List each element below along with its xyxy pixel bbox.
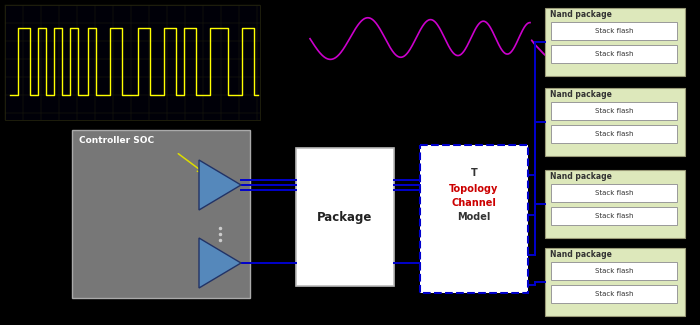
Text: Stack flash: Stack flash xyxy=(595,131,634,137)
Text: Channel: Channel xyxy=(452,198,496,208)
Text: Topology: Topology xyxy=(449,184,498,194)
Bar xyxy=(545,88,685,156)
Bar xyxy=(551,125,677,143)
Text: Nand package: Nand package xyxy=(550,90,612,99)
Bar xyxy=(545,170,685,238)
Text: Stack flash: Stack flash xyxy=(595,291,634,297)
Bar xyxy=(72,130,250,298)
Bar xyxy=(545,248,685,316)
Bar xyxy=(551,22,677,40)
Text: Package: Package xyxy=(317,211,372,224)
Text: Stack flash: Stack flash xyxy=(595,51,634,57)
Text: Stack flash: Stack flash xyxy=(595,28,634,34)
Bar xyxy=(5,5,260,120)
Bar xyxy=(551,262,677,280)
Text: Model: Model xyxy=(457,212,491,222)
Bar xyxy=(545,8,685,76)
Bar xyxy=(551,45,677,63)
Text: Nand package: Nand package xyxy=(550,172,612,181)
Bar xyxy=(551,184,677,202)
Text: Stack flash: Stack flash xyxy=(595,213,634,219)
Text: Stack flash: Stack flash xyxy=(595,190,634,196)
Bar xyxy=(551,102,677,120)
Text: Stack flash: Stack flash xyxy=(595,108,634,114)
Bar xyxy=(551,285,677,303)
Polygon shape xyxy=(199,160,241,210)
Text: Nand package: Nand package xyxy=(550,250,612,259)
Bar xyxy=(296,148,394,286)
Polygon shape xyxy=(199,238,241,288)
Bar xyxy=(420,145,528,293)
Text: Controller SOC: Controller SOC xyxy=(79,136,154,145)
Text: Stack flash: Stack flash xyxy=(595,268,634,274)
Bar xyxy=(551,207,677,225)
Text: Nand package: Nand package xyxy=(550,10,612,19)
Text: T: T xyxy=(470,168,477,178)
